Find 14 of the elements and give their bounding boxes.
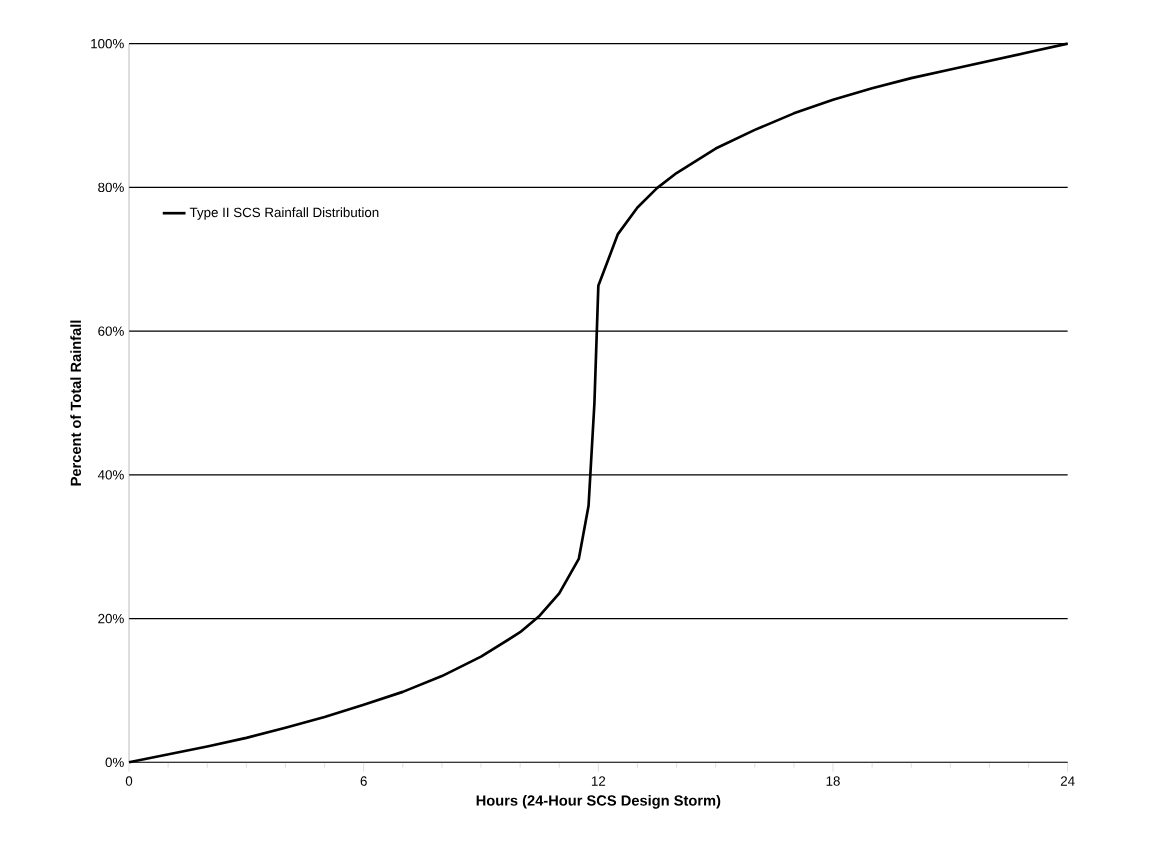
legend-label: Type II SCS Rainfall Distribution [189,207,379,220]
y-tick-label: 40% [97,470,124,480]
x-tick-label: 6 [360,776,367,786]
y-tick-label: 80% [98,182,124,193]
x-tick-label: 12 [591,776,606,786]
y-axis-title: Percent of Total Rainfall [70,320,82,486]
y-tick-label: 60% [98,326,124,336]
x-axis-title: Hours (24-Hour SCS Design Storm) [476,794,721,809]
x-tick-label: 24 [1060,776,1075,786]
y-tick-label: 20% [98,613,124,624]
x-tick-label: 18 [826,776,840,786]
y-tick-label: 0% [105,757,124,768]
x-tick-label: 0 [125,776,133,786]
y-tick-label: 100% [91,38,124,49]
